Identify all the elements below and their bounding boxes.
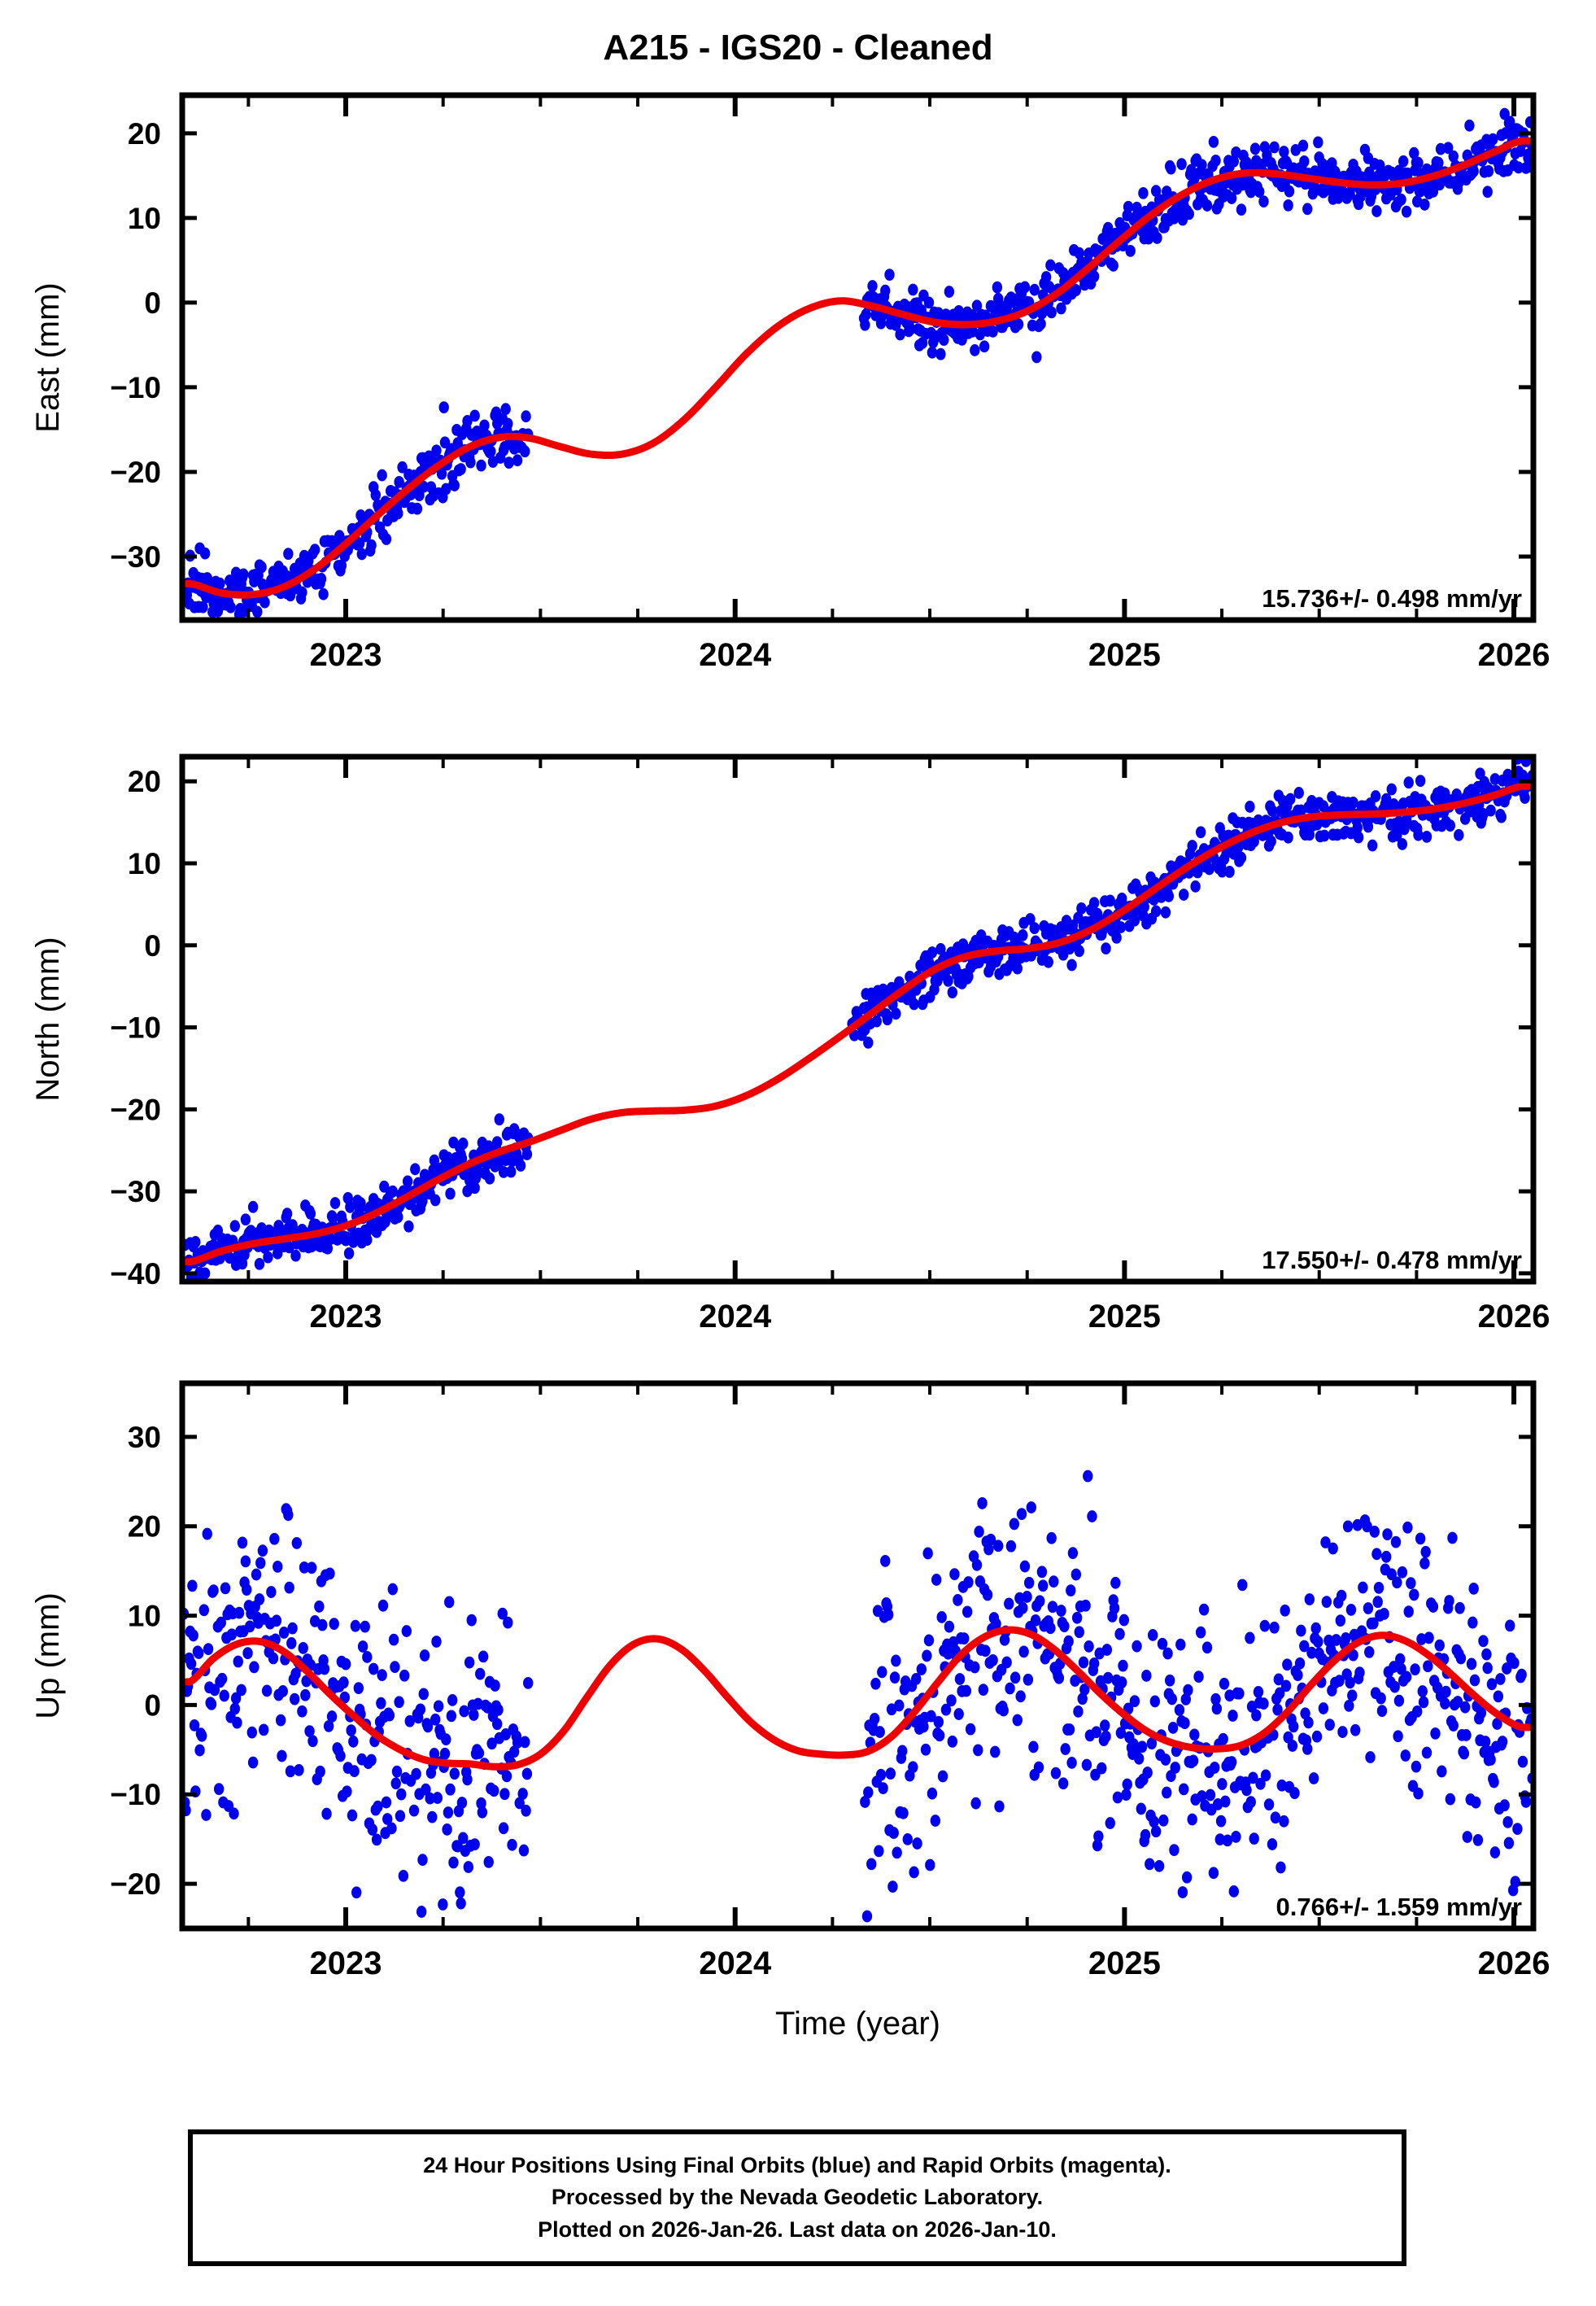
y-tick-label: 0 [144, 929, 161, 963]
panel-north: 20 10 0 −10 −20 −30 −40 2023 2024 2025 2026 North (… [30, 753, 1550, 1334]
y-axis-title: North (mm) [30, 937, 66, 1101]
x-tick-label: 2026 [1478, 1946, 1550, 1981]
rate-annotation: 0.766+/- 1.559 mm/yr [1276, 1893, 1522, 1921]
x-tick-label: 2023 [310, 1946, 382, 1981]
y-axis-title: East (mm) [30, 282, 66, 432]
y-tick-label: 10 [128, 202, 161, 235]
y-tick-label: 20 [128, 1510, 161, 1544]
y-tick-label: 30 [128, 1421, 161, 1454]
plot-frame [179, 92, 1537, 623]
y-tick-label: 0 [144, 286, 161, 320]
panel-up: 30 20 10 0 −10 −20 2023 2024 2025 2026 Up (mm) 0.76… [30, 1380, 1550, 2042]
y-tick-label: 20 [128, 765, 161, 798]
footer-caption-box: 24 Hour Positions Using Final Orbits (bl… [188, 2129, 1406, 2266]
x-tick-label: 2024 [699, 637, 772, 673]
x-tick-label: 2025 [1088, 1299, 1161, 1334]
panel-east: 20 10 0 −10 −20 −30 2023 2024 2025 2026 East (mm) 1… [30, 92, 1550, 673]
model-trend-curve [183, 1626, 1533, 1771]
y-tick-label: −30 [110, 540, 161, 574]
y-tick-label: −10 [110, 1011, 161, 1045]
y-tick-label: 0 [144, 1688, 161, 1722]
plot-frame [179, 1380, 1537, 1932]
y-tick-label: −20 [110, 1867, 161, 1901]
x-tick-label: 2025 [1088, 637, 1161, 673]
scatter-points [182, 757, 1533, 1282]
y-tick-label: −40 [110, 1257, 161, 1291]
plot-frame [179, 753, 1537, 1285]
y-axis-title: Up (mm) [30, 1592, 66, 1719]
footer-line-1: 24 Hour Positions Using Final Orbits (bl… [423, 2153, 1171, 2178]
x-tick-label: 2026 [1478, 637, 1550, 673]
rate-annotation: 15.736+/- 0.498 mm/yr [1262, 584, 1522, 613]
y-tick-label: 20 [128, 117, 161, 151]
model-trend-curve [183, 137, 1533, 599]
y-tick-label: −20 [110, 456, 161, 489]
x-axis-title: Time (year) [775, 2006, 940, 2042]
page-title: A215 - IGS20 - Cleaned [603, 28, 993, 68]
model-trend-curve [183, 782, 1533, 1266]
x-tick-label: 2023 [310, 1299, 382, 1334]
rate-annotation: 17.550+/- 0.478 mm/yr [1262, 1246, 1522, 1274]
x-tick-label: 2024 [699, 1299, 772, 1334]
y-tick-label: −10 [110, 371, 161, 404]
scatter-points [182, 1470, 1533, 1923]
x-tick-label: 2025 [1088, 1946, 1161, 1981]
x-tick-label: 2024 [699, 1946, 772, 1981]
footer-line-3: Plotted on 2026-Jan-26. Last data on 202… [538, 2216, 1057, 2242]
y-tick-label: 10 [128, 847, 161, 880]
y-tick-label: −20 [110, 1093, 161, 1126]
footer-line-2: Processed by the Nevada Geodetic Laborat… [551, 2185, 1044, 2210]
y-tick-label: −10 [110, 1778, 161, 1811]
x-tick-label: 2023 [310, 637, 382, 673]
y-tick-label: −30 [110, 1175, 161, 1208]
y-tick-label: 10 [128, 1600, 161, 1633]
x-tick-label: 2026 [1478, 1299, 1550, 1334]
